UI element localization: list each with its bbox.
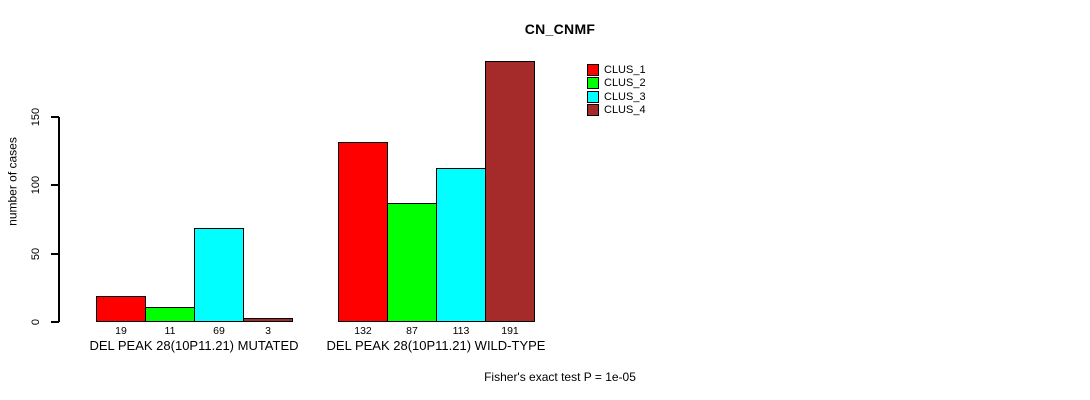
bar-clus_2-group2 bbox=[387, 203, 437, 322]
legend-swatch bbox=[587, 77, 599, 90]
legend-item: CLUS_3 bbox=[587, 90, 646, 103]
legend-item: CLUS_4 bbox=[587, 104, 646, 117]
bar-clus_3-group1 bbox=[194, 228, 244, 322]
y-tick-mark bbox=[51, 116, 59, 118]
legend-label: CLUS_1 bbox=[604, 64, 646, 76]
bar-clus_3-group2 bbox=[436, 168, 486, 322]
legend-item: CLUS_1 bbox=[587, 64, 646, 76]
y-axis-line bbox=[58, 117, 60, 322]
bar-clus_1-group1 bbox=[96, 296, 146, 322]
legend-label: CLUS_2 bbox=[604, 77, 646, 90]
bar-value-label: 3 bbox=[265, 325, 271, 337]
legend-label: CLUS_3 bbox=[604, 90, 646, 103]
legend-swatch bbox=[587, 90, 599, 103]
bar-value-label: 19 bbox=[115, 325, 127, 337]
bar-value-label: 132 bbox=[354, 325, 372, 337]
bar-value-label: 11 bbox=[164, 325, 176, 337]
chart-title: CN_CNMF bbox=[524, 21, 596, 37]
legend-swatch bbox=[587, 104, 599, 117]
y-tick-label: 50 bbox=[30, 247, 42, 260]
bar-value-label: 69 bbox=[213, 325, 225, 337]
legend: CLUS_1 CLUS_2 CLUS_3 CLUS_4 bbox=[587, 64, 646, 118]
y-axis-label: number of cases bbox=[5, 137, 20, 226]
bar-clus_4-group1 bbox=[243, 318, 293, 322]
y-tick-label: 0 bbox=[30, 318, 42, 326]
bar-clus_1-group2 bbox=[338, 142, 388, 322]
y-tick-mark bbox=[51, 321, 59, 323]
group-label: DEL PEAK 28(10P11.21) MUTATED bbox=[89, 338, 299, 353]
y-tick-mark bbox=[51, 252, 59, 255]
bar-clus_2-group1 bbox=[145, 307, 195, 322]
group-label: DEL PEAK 28(10P11.21) WILD-TYPE bbox=[326, 338, 546, 353]
y-tick-label: 100 bbox=[30, 176, 42, 195]
fisher-test-annotation: Fisher's exact test P = 1e-05 bbox=[484, 370, 636, 384]
bar-value-label: 87 bbox=[406, 325, 418, 337]
bar-value-label: 191 bbox=[501, 325, 519, 337]
legend-label: CLUS_4 bbox=[604, 104, 646, 117]
legend-item: CLUS_2 bbox=[587, 77, 646, 90]
y-tick-mark bbox=[51, 184, 59, 187]
bar-clus_4-group2 bbox=[485, 61, 535, 322]
y-tick-label: 150 bbox=[30, 107, 42, 127]
bar-value-label: 113 bbox=[452, 325, 470, 337]
legend-swatch bbox=[587, 64, 599, 76]
